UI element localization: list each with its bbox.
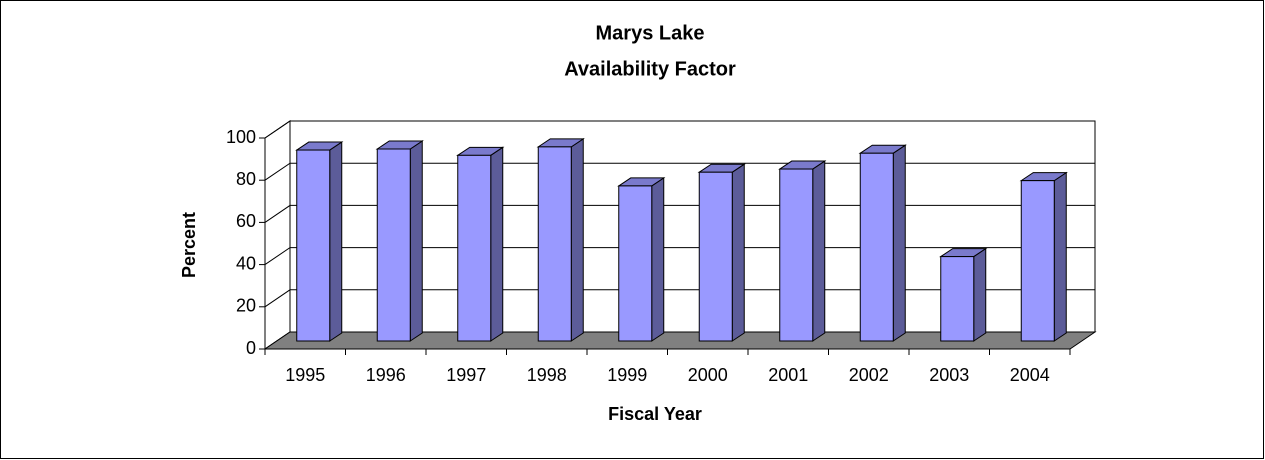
- bar-side: [570, 137, 584, 342]
- bar: [618, 185, 653, 342]
- x-tick-label: 2004: [1010, 365, 1050, 385]
- bar-side: [1053, 171, 1067, 342]
- y-tick-label: 60: [236, 211, 256, 231]
- x-tick-label: 2002: [849, 365, 889, 385]
- x-tick-label: 1999: [607, 365, 647, 385]
- y-tick-label: 40: [236, 253, 256, 273]
- bar: [537, 146, 572, 342]
- y-tick-label: 100: [226, 127, 256, 147]
- bar: [1020, 180, 1055, 342]
- x-tick-label: 2001: [768, 365, 808, 385]
- chart-title: Marys Lake: [596, 22, 705, 44]
- bar: [376, 148, 411, 342]
- y-tick-label: 0: [246, 338, 256, 358]
- grid-line: [264, 204, 1095, 223]
- x-tick-label: 1995: [285, 365, 325, 385]
- bar: [859, 152, 894, 342]
- bar-side: [329, 141, 343, 342]
- bar-side: [812, 160, 826, 342]
- bar-side: [973, 247, 987, 342]
- bar: [698, 171, 733, 342]
- chart-subtitle: Availability Factor: [564, 58, 736, 80]
- bar-side: [892, 144, 906, 342]
- x-axis-label: Fiscal Year: [608, 404, 702, 424]
- bar-side: [651, 176, 665, 342]
- side-wall: [264, 120, 291, 350]
- grid-line: [264, 289, 1095, 308]
- grid-line: [264, 162, 1095, 181]
- bar: [457, 154, 492, 342]
- grid-line: [264, 247, 1095, 266]
- bar: [940, 256, 975, 342]
- x-tick-label: 1998: [527, 365, 567, 385]
- bar-side: [731, 163, 745, 342]
- x-tick-label: 2000: [688, 365, 728, 385]
- bar-side: [409, 140, 423, 342]
- x-tick-label: 1996: [366, 365, 406, 385]
- y-tick-label: 20: [236, 296, 256, 316]
- bar: [779, 168, 814, 342]
- x-tick-label: 1997: [446, 365, 486, 385]
- bar: [296, 149, 331, 342]
- grid-line: [264, 120, 1095, 139]
- y-axis-label: Percent: [179, 212, 199, 278]
- y-tick-label: 80: [236, 169, 256, 189]
- bar-side: [490, 146, 504, 342]
- x-tick-label: 2003: [929, 365, 969, 385]
